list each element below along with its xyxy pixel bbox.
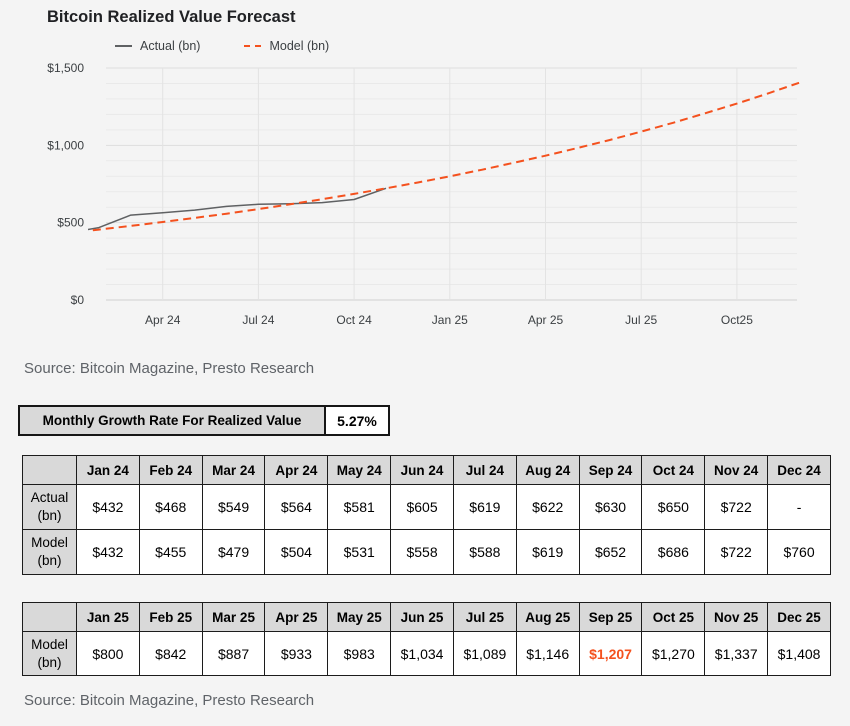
growth-rate-label: Monthly Growth Rate For Realized Value — [20, 407, 326, 434]
value-cell: $605 — [390, 484, 454, 530]
y-axis-label: $1,000 — [47, 138, 84, 152]
column-header: Jun 25 — [390, 602, 454, 632]
column-header: Sep 25 — [578, 602, 643, 632]
value-cell: $588 — [452, 529, 517, 575]
source-note-bottom: Source: Bitcoin Magazine, Presto Researc… — [24, 692, 315, 709]
column-header: Aug 25 — [515, 602, 580, 632]
column-header: Oct 24 — [641, 455, 706, 485]
x-axis-label: Jul 24 — [242, 313, 274, 327]
column-header: Jul 25 — [452, 602, 517, 632]
value-cell: $1,408 — [767, 631, 831, 676]
value-cell: $504 — [264, 529, 329, 575]
value-cell: $432 — [76, 529, 140, 575]
column-header: Dec 25 — [767, 602, 831, 632]
value-cell: $619 — [452, 484, 517, 530]
value-cell: $1,089 — [452, 631, 517, 676]
source-note-top: Source: Bitcoin Magazine, Presto Researc… — [24, 360, 315, 377]
value-cell: $630 — [578, 484, 643, 530]
legend-line-swatch — [244, 44, 262, 47]
column-header: Jul 24 — [452, 455, 517, 485]
column-header: Jan 24 — [76, 455, 140, 485]
highlighted-value-cell: $1,207 — [578, 631, 643, 676]
value-cell: $432 — [76, 484, 140, 530]
value-cell: $479 — [201, 529, 266, 575]
column-header: Feb 25 — [138, 602, 203, 632]
growth-rate-table: Monthly Growth Rate For Realized Value 5… — [18, 405, 390, 436]
value-cell: $1,146 — [515, 631, 580, 676]
growth-rate-value: 5.27% — [326, 407, 388, 434]
x-axis-label: Oct 24 — [336, 313, 372, 327]
value-cell: $650 — [641, 484, 706, 530]
column-header: Apr 25 — [264, 602, 329, 632]
table-2025: Jan 25 Feb 25 Mar 25 Apr 25 May 25 Jun 25 Jul … — [22, 602, 831, 676]
column-header: Nov 24 — [704, 455, 769, 485]
legend-item: Actual (bn) — [115, 39, 200, 53]
value-cell: $581 — [327, 484, 392, 530]
value-cell: $983 — [327, 631, 392, 676]
value-cell: $455 — [138, 529, 203, 575]
row-header: Model (bn) — [22, 631, 77, 676]
value-cell: $549 — [201, 484, 266, 530]
row-header: Actual (bn) — [22, 484, 77, 530]
value-cell: $1,270 — [641, 631, 706, 676]
page-title: Bitcoin Realized Value Forecast — [47, 8, 296, 26]
y-axis-label: $500 — [57, 216, 84, 230]
column-header: Mar 24 — [201, 455, 266, 485]
value-cell: $1,034 — [390, 631, 454, 676]
value-cell: - — [767, 484, 831, 530]
value-cell: $686 — [641, 529, 706, 575]
value-cell: $622 — [515, 484, 580, 530]
column-header: Feb 24 — [138, 455, 203, 485]
series-line-actual — [88, 187, 387, 231]
column-header: Sep 24 — [578, 455, 643, 485]
value-cell: $722 — [704, 529, 769, 575]
x-axis-label: Apr 24 — [145, 313, 181, 327]
value-cell: $558 — [390, 529, 454, 575]
column-header: Mar 25 — [201, 602, 266, 632]
value-cell: $842 — [138, 631, 203, 676]
corner-cell — [22, 602, 77, 632]
line-chart: $0 $500 $1,000 $1,500 Apr 24 Jul 24 Oct 24 Jan … — [47, 61, 802, 327]
column-header: Dec 24 — [767, 455, 831, 485]
y-axis-label: $0 — [71, 293, 85, 307]
legend-item: Model (bn) — [244, 39, 329, 53]
value-cell: $1,337 — [704, 631, 769, 676]
column-header: Nov 25 — [704, 602, 769, 632]
corner-cell — [22, 455, 77, 485]
column-header: May 24 — [327, 455, 392, 485]
table-row: Model (bn) $800 $842 $887 $933 $983 $1,034 $1,0… — [22, 631, 831, 676]
legend-label: Model (bn) — [269, 38, 330, 53]
column-header: Oct 25 — [641, 602, 706, 632]
y-axis-label: $1,500 — [47, 61, 84, 75]
column-header: Jan 25 — [76, 602, 140, 632]
column-header: Aug 24 — [515, 455, 580, 485]
value-cell: $619 — [515, 529, 580, 575]
table-2024: Jan 24 Feb 24 Mar 24 Apr 24 May 24 Jun 24 Jul … — [22, 455, 831, 575]
x-axis-label: Jul 25 — [625, 313, 657, 327]
x-axis-label: Apr 25 — [528, 313, 564, 327]
value-cell: $468 — [138, 484, 203, 530]
chart-legend: Actual (bn) Model (bn) — [115, 38, 850, 53]
legend-line-swatch — [115, 44, 132, 47]
x-axis-label: Jan 25 — [432, 313, 468, 327]
column-header: Jun 24 — [390, 455, 454, 485]
value-cell: $887 — [201, 631, 266, 676]
table-row: Model (bn) $432 $455 $479 $504 $531 $558 $588 $6… — [22, 529, 831, 575]
value-cell: $933 — [264, 631, 329, 676]
series-line-model — [88, 81, 802, 232]
column-header: May 25 — [327, 602, 392, 632]
legend-label: Actual (bn) — [140, 38, 201, 53]
value-cell: $722 — [704, 484, 769, 530]
row-header: Model (bn) — [22, 529, 77, 575]
column-header: Apr 24 — [264, 455, 329, 485]
value-cell: $564 — [264, 484, 329, 530]
value-cell: $800 — [76, 631, 140, 676]
value-cell: $531 — [327, 529, 392, 575]
table-row: Actual (bn) $432 $468 $549 $564 $581 $605 $619 $… — [22, 484, 831, 530]
value-cell: $652 — [578, 529, 643, 575]
x-axis-label: Oct25 — [721, 313, 753, 327]
value-cell: $760 — [767, 529, 831, 575]
